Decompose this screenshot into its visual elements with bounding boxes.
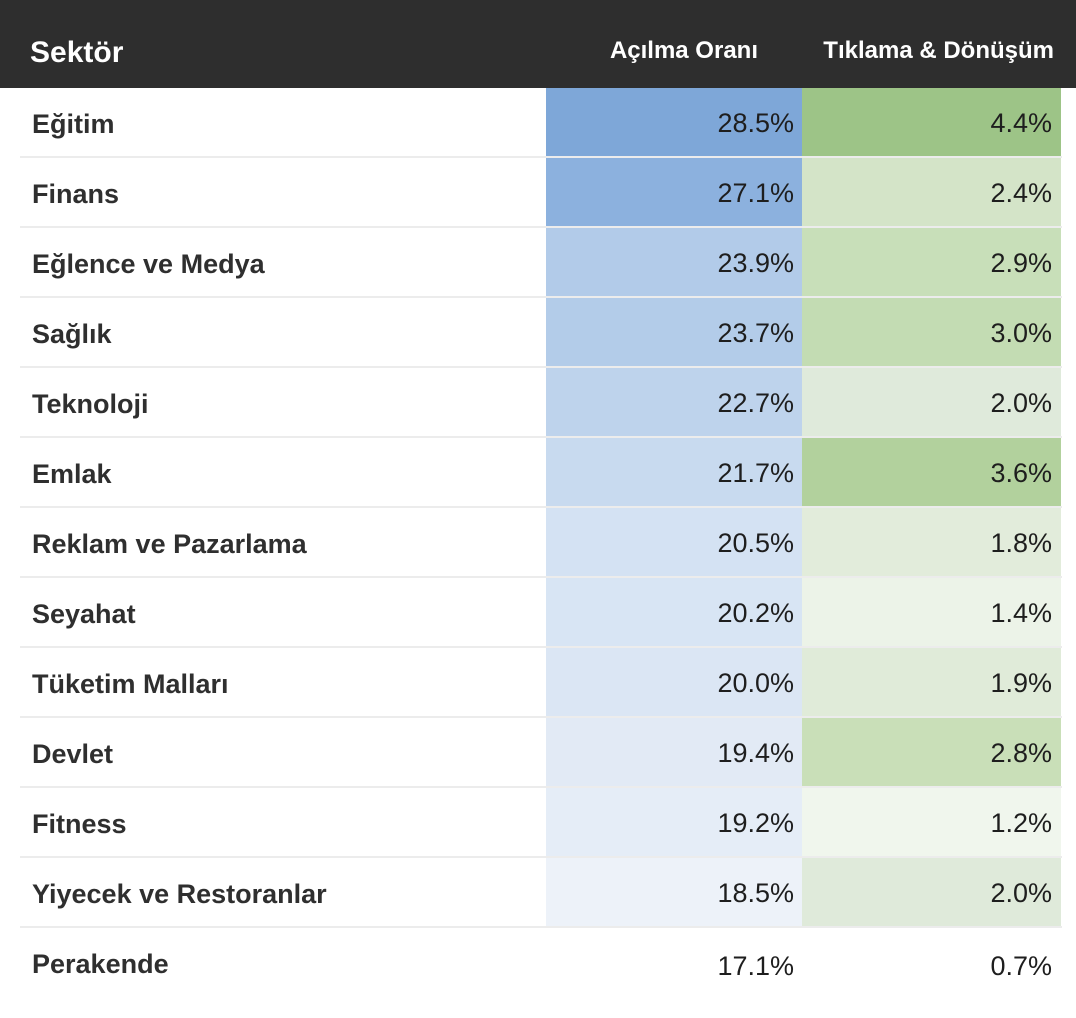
click-conversion-cell: 2.0% bbox=[802, 858, 1061, 926]
table-row: Reklam ve Pazarlama 20.5% 1.8% bbox=[0, 508, 1076, 578]
open-rate-cell: 22.7% bbox=[546, 368, 802, 436]
row-divider bbox=[20, 156, 1062, 158]
row-divider bbox=[20, 436, 1062, 438]
row-divider bbox=[20, 506, 1062, 508]
click-conversion-cell: 1.8% bbox=[802, 508, 1061, 576]
row-divider bbox=[20, 296, 1062, 298]
table-row: Sağlık 23.7% 3.0% bbox=[0, 298, 1076, 368]
row-divider bbox=[20, 716, 1062, 718]
click-conversion-cell: 4.4% bbox=[802, 88, 1061, 156]
open-rate-cell: 28.5% bbox=[546, 88, 802, 156]
row-divider bbox=[20, 576, 1062, 578]
open-rate-cell: 23.9% bbox=[546, 228, 802, 296]
header-click-conversion: Tıklama & Dönüşüm bbox=[823, 37, 1054, 64]
row-divider bbox=[20, 646, 1062, 648]
sector-name: Teknoloji bbox=[32, 389, 149, 419]
table-row: Perakende 17.1% 0.7% bbox=[0, 928, 1076, 998]
open-rate-cell: 23.7% bbox=[546, 298, 802, 366]
click-conversion-cell: 2.9% bbox=[802, 228, 1061, 296]
sector-name: Reklam ve Pazarlama bbox=[32, 529, 307, 559]
click-conversion-cell: 1.2% bbox=[802, 788, 1061, 856]
open-rate-cell: 19.4% bbox=[546, 718, 802, 786]
table-row: Fitness 19.2% 1.2% bbox=[0, 788, 1076, 858]
table-header: Sektör Açılma Oranı Tıklama & Dönüşüm bbox=[0, 0, 1076, 88]
table-row: Teknoloji 22.7% 2.0% bbox=[0, 368, 1076, 438]
sector-name: Tüketim Malları bbox=[32, 669, 229, 699]
table-row: Yiyecek ve Restoranlar 18.5% 2.0% bbox=[0, 858, 1076, 928]
sector-name: Finans bbox=[32, 179, 120, 209]
open-rate-cell: 20.5% bbox=[546, 508, 802, 576]
header-open-rate: Açılma Oranı bbox=[609, 37, 758, 64]
sector-name: Eğitim bbox=[32, 109, 115, 139]
sector-name: Eğlence ve Medya bbox=[32, 249, 265, 279]
open-rate-cell: 27.1% bbox=[546, 158, 802, 226]
click-conversion-cell: 2.8% bbox=[802, 718, 1061, 786]
sector-name: Emlak bbox=[32, 459, 112, 489]
sector-name: Seyahat bbox=[32, 599, 136, 629]
table-body: Eğitim 28.5% 4.4% Finans 27.1% 2.4% Eğlence ve… bbox=[0, 88, 1076, 998]
sector-name: Perakende bbox=[32, 949, 169, 979]
click-conversion-cell: 3.6% bbox=[802, 438, 1061, 506]
table-row: Emlak 21.7% 3.6% bbox=[0, 438, 1076, 508]
click-conversion-cell: 2.0% bbox=[802, 368, 1061, 436]
sector-name: Yiyecek ve Restoranlar bbox=[32, 879, 327, 909]
open-rate-cell: 20.0% bbox=[546, 648, 802, 716]
row-divider bbox=[20, 226, 1062, 228]
click-conversion-cell: 2.4% bbox=[802, 158, 1061, 226]
sector-name: Sağlık bbox=[32, 319, 112, 349]
sector-name: Devlet bbox=[32, 739, 114, 769]
open-rate-cell: 19.2% bbox=[546, 788, 802, 856]
sector-name: Fitness bbox=[32, 809, 127, 839]
table-row: Devlet 19.4% 2.8% bbox=[0, 718, 1076, 788]
table-row: Tüketim Malları 20.0% 1.9% bbox=[0, 648, 1076, 718]
click-conversion-cell: 0.7% bbox=[802, 928, 1061, 996]
click-conversion-cell: 3.0% bbox=[802, 298, 1061, 366]
click-conversion-cell: 1.4% bbox=[802, 578, 1061, 646]
table-row: Finans 27.1% 2.4% bbox=[0, 158, 1076, 228]
click-conversion-cell: 1.9% bbox=[802, 648, 1061, 716]
row-divider bbox=[20, 786, 1062, 788]
table-row: Eğitim 28.5% 4.4% bbox=[0, 88, 1076, 158]
open-rate-cell: 17.1% bbox=[546, 928, 802, 996]
header-sector: Sektör bbox=[30, 36, 124, 69]
table-row: Eğlence ve Medya 23.9% 2.9% bbox=[0, 228, 1076, 298]
row-divider bbox=[20, 926, 1062, 928]
table-row: Seyahat 20.2% 1.4% bbox=[0, 578, 1076, 648]
row-divider bbox=[20, 366, 1062, 368]
row-divider bbox=[20, 856, 1062, 858]
open-rate-cell: 20.2% bbox=[546, 578, 802, 646]
open-rate-cell: 21.7% bbox=[546, 438, 802, 506]
open-rate-cell: 18.5% bbox=[546, 858, 802, 926]
